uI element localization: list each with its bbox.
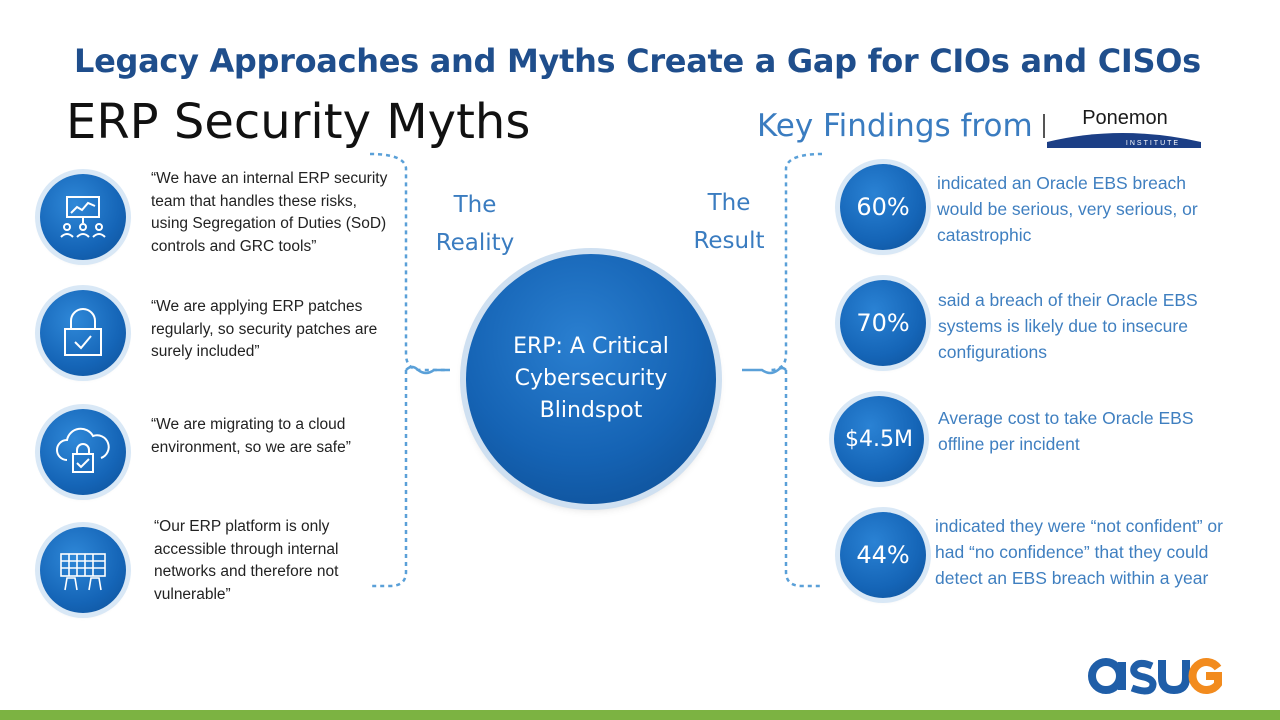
findings-heading: Key Findings from [757,108,1033,144]
asug-logo [1086,650,1222,707]
finding-text: said a breach of their Oracle EBS system… [938,290,1198,362]
page-title: Legacy Approaches and Myths Create a Gap… [74,42,1201,80]
reality-label-line: Reality [435,230,515,256]
myths-heading: ERP Security Myths [66,94,531,150]
reality-label: The Reality [430,186,520,262]
stat-badge: 60% [840,164,926,250]
right-bracket [742,152,823,588]
myth-text: “We are migrating to a cloud environment… [151,416,351,456]
finding-text: indicated an Oracle EBS breach would be … [937,173,1198,245]
left-bracket [369,152,450,588]
ponemon-logo: Ponemon INSTITUTE [1041,102,1206,150]
myth-text: “Our ERP platform is only accessible thr… [154,518,339,603]
ponemon-logo-text: Ponemon [1082,107,1168,129]
finding-text: indicated they were “not confident” or h… [935,516,1223,588]
center-circle-text: ERP: A Critical Cybersecurity Blindspot [513,334,669,423]
center-circle: ERP: A Critical Cybersecurity Blindspot [466,254,716,504]
keyboard-hands-icon [40,527,126,613]
ponemon-logo-subtext: INSTITUTE [1126,140,1180,147]
result-label-line: Result [693,228,765,254]
cloud-lock-icon [40,409,126,495]
result-label-line: The [707,190,751,216]
myth-text: “We are applying ERP patches regularly, … [151,298,378,360]
reality-label-line: The [453,192,497,218]
stat-badge: $4.5M [834,396,924,482]
finding-text: Average cost to take Oracle EBS offline … [938,408,1194,454]
myth-text: “We have an internal ERP security team t… [151,170,388,255]
lock-check-icon [40,290,126,376]
stat-badge: 44% [840,512,926,598]
stat-badge: 70% [840,280,926,366]
footer-accent-bar [0,710,1280,720]
presentation-icon [40,174,126,260]
result-label: The Result [684,184,774,260]
